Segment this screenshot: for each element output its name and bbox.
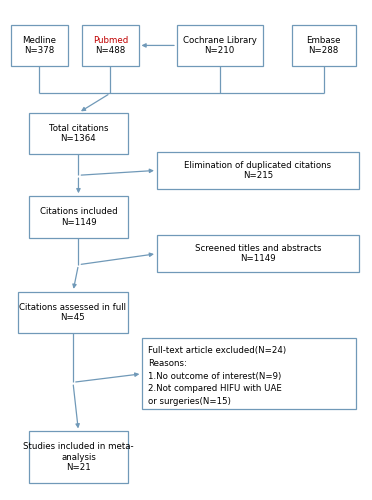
Text: N=45: N=45 — [61, 313, 85, 322]
FancyBboxPatch shape — [11, 24, 67, 66]
Text: analysis: analysis — [61, 452, 96, 462]
Text: Full-text article excluded(N=24): Full-text article excluded(N=24) — [148, 346, 286, 355]
FancyBboxPatch shape — [18, 292, 128, 334]
FancyBboxPatch shape — [29, 113, 128, 154]
Text: N=21: N=21 — [66, 463, 91, 472]
FancyBboxPatch shape — [142, 338, 356, 409]
FancyBboxPatch shape — [157, 152, 359, 188]
Text: N=488: N=488 — [95, 46, 125, 55]
Text: N=1149: N=1149 — [240, 254, 276, 264]
Text: 2.Not compared HIFU with UAE: 2.Not compared HIFU with UAE — [148, 384, 282, 394]
FancyBboxPatch shape — [29, 196, 128, 238]
Text: N=378: N=378 — [24, 46, 54, 55]
FancyBboxPatch shape — [292, 24, 356, 66]
Text: Embase: Embase — [307, 36, 341, 45]
Text: N=288: N=288 — [308, 46, 339, 55]
FancyBboxPatch shape — [82, 24, 139, 66]
Text: N=215: N=215 — [243, 171, 273, 180]
Text: 1.No outcome of interest(N=9): 1.No outcome of interest(N=9) — [148, 372, 281, 380]
Text: N=210: N=210 — [205, 46, 235, 55]
Text: Total citations: Total citations — [49, 124, 108, 133]
Text: N=1149: N=1149 — [61, 218, 96, 226]
FancyBboxPatch shape — [29, 432, 128, 483]
Text: N=1364: N=1364 — [61, 134, 96, 143]
FancyBboxPatch shape — [157, 236, 359, 272]
Text: Studies included in meta-: Studies included in meta- — [23, 442, 134, 451]
Text: Reasons:: Reasons: — [148, 359, 187, 368]
Text: Citations assessed in full: Citations assessed in full — [19, 303, 126, 312]
Text: Cochrane Library: Cochrane Library — [183, 36, 257, 45]
Text: Medline: Medline — [22, 36, 56, 45]
Text: Citations included: Citations included — [40, 208, 117, 216]
Text: or surgeries(N=15): or surgeries(N=15) — [148, 397, 231, 406]
Text: Screened titles and abstracts: Screened titles and abstracts — [195, 244, 321, 253]
Text: Pubmed: Pubmed — [93, 36, 128, 45]
Text: Elimination of duplicated citations: Elimination of duplicated citations — [185, 160, 331, 170]
FancyBboxPatch shape — [177, 24, 263, 66]
